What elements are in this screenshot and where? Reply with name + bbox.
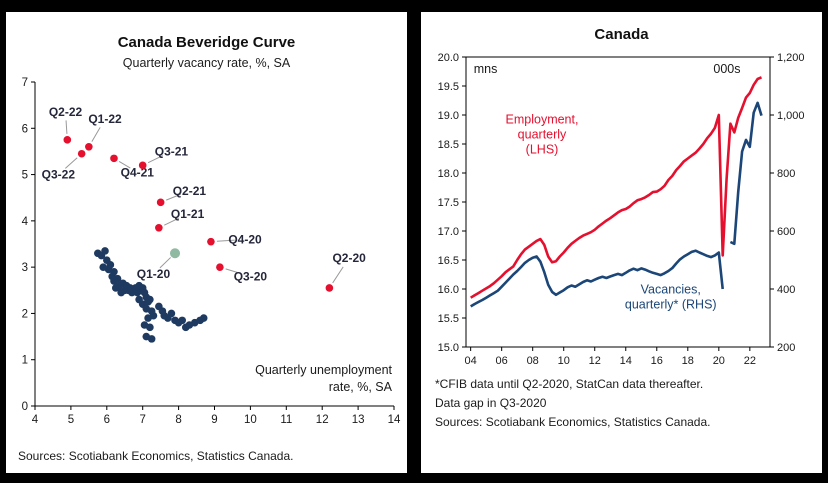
svg-text:000s: 000s xyxy=(713,62,740,76)
svg-text:19.5: 19.5 xyxy=(437,81,458,93)
beveridge-subtitle: Quarterly vacancy rate, %, SA xyxy=(122,56,291,70)
svg-text:9: 9 xyxy=(211,414,217,426)
canada-source: Sources: Scotiabank Economics, Statistic… xyxy=(435,415,711,429)
svg-text:1,200: 1,200 xyxy=(777,52,805,64)
svg-text:(LHS): (LHS) xyxy=(525,143,558,157)
svg-text:Q1-20: Q1-20 xyxy=(136,267,170,281)
svg-text:Quarterly unemployment: Quarterly unemployment xyxy=(255,363,392,377)
svg-text:1,000: 1,000 xyxy=(777,110,805,122)
svg-text:Q3-20: Q3-20 xyxy=(233,269,267,283)
svg-text:22: 22 xyxy=(743,355,755,367)
svg-text:600: 600 xyxy=(777,226,795,238)
svg-text:rate, %, SA: rate, %, SA xyxy=(328,380,392,394)
svg-text:200: 200 xyxy=(777,342,795,354)
beveridge-panel: Canada Beveridge Curve Quarterly vacancy… xyxy=(6,12,407,473)
vacancies-line xyxy=(469,101,763,308)
svg-text:16.0: 16.0 xyxy=(437,284,458,296)
svg-text:3: 3 xyxy=(21,262,27,274)
beveridge-source: Sources: Scotiabank Economics, Statistic… xyxy=(18,449,294,463)
annotations: Employment,quarterly(LHS) Vacancies,quart… xyxy=(473,62,740,311)
svg-text:Q2-20: Q2-20 xyxy=(332,251,366,265)
svg-text:6: 6 xyxy=(21,123,27,135)
svg-text:18.5: 18.5 xyxy=(437,139,458,151)
svg-text:Q1-22: Q1-22 xyxy=(88,112,122,126)
svg-text:Employment,: Employment, xyxy=(505,113,578,127)
svg-text:20: 20 xyxy=(712,355,724,367)
svg-text:18: 18 xyxy=(681,355,693,367)
svg-text:15.0: 15.0 xyxy=(437,342,458,354)
svg-text:Vacancies,: Vacancies, xyxy=(640,283,700,297)
svg-text:4: 4 xyxy=(31,414,38,426)
chart-frame: 15.0 15.5 16.0 16.5 17.0 17.5 18.0 18.5 19.0 19.5… xyxy=(437,52,804,367)
svg-text:0: 0 xyxy=(21,401,27,413)
svg-text:17.0: 17.0 xyxy=(437,226,458,238)
svg-text:17.5: 17.5 xyxy=(437,197,458,209)
cfib-footnote-line2: Data gap in Q3-2020 xyxy=(435,396,547,410)
svg-text:14: 14 xyxy=(387,414,400,426)
svg-text:Q3-22: Q3-22 xyxy=(41,168,75,182)
svg-text:15.5: 15.5 xyxy=(437,313,458,325)
svg-text:7: 7 xyxy=(139,414,145,426)
cfib-footnote: *CFIB data until Q2-2020, StatCan data t… xyxy=(425,375,703,413)
svg-text:1: 1 xyxy=(21,355,27,367)
employment-line xyxy=(469,76,762,299)
svg-text:8: 8 xyxy=(175,414,181,426)
svg-text:16.5: 16.5 xyxy=(437,255,458,267)
svg-text:mns: mns xyxy=(473,62,497,76)
svg-text:Q1-21: Q1-21 xyxy=(170,207,204,221)
beveridge-title: Canada Beveridge Curve xyxy=(117,34,296,51)
svg-text:7: 7 xyxy=(21,77,27,89)
svg-text:5: 5 xyxy=(21,170,27,182)
svg-text:18.0: 18.0 xyxy=(437,168,458,180)
svg-text:12: 12 xyxy=(315,414,328,426)
svg-text:quarterly* (RHS): quarterly* (RHS) xyxy=(624,298,716,312)
svg-text:Q4-20: Q4-20 xyxy=(228,232,262,246)
svg-text:800: 800 xyxy=(777,168,795,180)
svg-text:Q2-22: Q2-22 xyxy=(48,105,82,119)
svg-text:04: 04 xyxy=(464,355,476,367)
x-axis-label: Quarterly unemployment rate, %, SA xyxy=(255,363,393,394)
svg-text:4: 4 xyxy=(21,216,28,228)
canada-chart-title: Canada xyxy=(594,26,649,43)
svg-text:06: 06 xyxy=(495,355,507,367)
svg-text:2: 2 xyxy=(21,308,27,320)
svg-text:12: 12 xyxy=(588,355,600,367)
svg-text:20.0: 20.0 xyxy=(437,52,458,64)
svg-text:19.0: 19.0 xyxy=(437,110,458,122)
svg-text:Q3-21: Q3-21 xyxy=(154,144,188,158)
svg-text:400: 400 xyxy=(777,284,795,296)
cfib-footnote-line1: *CFIB data until Q2-2020, StatCan data t… xyxy=(435,377,704,391)
svg-text:16: 16 xyxy=(650,355,662,367)
svg-text:08: 08 xyxy=(526,355,538,367)
historical-points xyxy=(93,247,208,343)
svg-text:Q2-21: Q2-21 xyxy=(172,184,206,198)
svg-text:10: 10 xyxy=(244,414,257,426)
q1-2020-point: Q1-20 xyxy=(136,248,180,281)
svg-text:10: 10 xyxy=(557,355,569,367)
svg-text:13: 13 xyxy=(351,414,364,426)
svg-text:5: 5 xyxy=(67,414,73,426)
svg-text:quarterly: quarterly xyxy=(517,128,566,142)
svg-text:11: 11 xyxy=(280,414,292,426)
svg-text:6: 6 xyxy=(103,414,109,426)
svg-text:14: 14 xyxy=(619,355,631,367)
svg-text:Q4-21: Q4-21 xyxy=(120,165,154,179)
employment-vacancies-panel: Canada 15.0 15.5 16.0 16.5 17.0 17.5 18.0 18.5 1… xyxy=(421,12,822,473)
employment-vacancies-line-chart: 15.0 15.5 16.0 16.5 17.0 17.5 18.0 18.5 19.0 19.5… xyxy=(437,52,804,367)
